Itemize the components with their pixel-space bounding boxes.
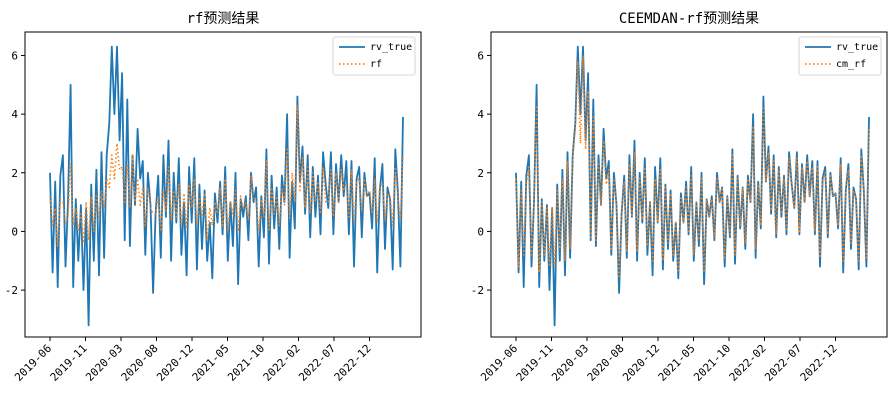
x-tick-label: 2020-12 (620, 342, 662, 384)
series-line-cm-rf (515, 54, 870, 280)
x-tick-label: 2022-02 (727, 342, 769, 384)
legend-rf: rv_true rf (332, 36, 416, 76)
series-line-rf (49, 104, 404, 247)
x-tick-label: 2022-07 (762, 342, 804, 384)
y-ticks-rf: -2 0 2 4 6 (5, 49, 25, 297)
y-tick-label: 6 (477, 49, 484, 62)
x-tick-label: 2021-05 (190, 342, 232, 384)
x-tick-label: 2019-11 (514, 342, 556, 384)
y-tick-label: 0 (11, 225, 18, 238)
y-tick-label: -2 (5, 284, 18, 297)
legend-label-cm-rf-ceemdan: cm_rf (836, 59, 866, 70)
y-tick-label: 4 (477, 108, 484, 121)
x-tick-label: 2020-12 (154, 342, 196, 384)
chart-title-ceemdan: CEEMDAN-rf预测结果 (619, 11, 759, 27)
x-tick-label: 2019-11 (48, 342, 90, 384)
y-tick-label: 4 (11, 108, 18, 121)
x-tick-label: 2019-06 (12, 342, 54, 384)
y-ticks-ceemdan: -2 0 2 4 6 (471, 49, 491, 297)
chart-title-rf: rf预测结果 (187, 11, 260, 27)
series-lines-rf (49, 45, 404, 327)
x-tick-label: 2020-03 (83, 342, 125, 384)
series-lines-ceemdan (515, 45, 870, 327)
x-ticks-rf: 2019-062019-112020-032020-082020-122021-… (12, 337, 374, 384)
x-tick-label: 2022-07 (296, 342, 338, 384)
x-ticks-ceemdan: 2019-062019-112020-032020-082020-122021-… (478, 337, 840, 384)
y-tick-label: 6 (11, 49, 18, 62)
legend-ceemdan: rv_true cm_rf (798, 36, 882, 76)
y-tick-label: 0 (477, 225, 484, 238)
plot-area-rf (24, 31, 422, 338)
y-tick-label: 2 (11, 167, 18, 180)
legend-label-rv-true-ceemdan: rv_true (836, 42, 878, 53)
x-tick-label: 2020-08 (585, 342, 627, 384)
legend-label-rf-rf: rf (370, 59, 382, 70)
plot-area-ceemdan (490, 31, 888, 338)
x-tick-label: 2020-08 (119, 342, 161, 384)
series-line-rv-true (49, 45, 404, 327)
x-tick-label: 2021-05 (656, 342, 698, 384)
x-tick-label: 2022-02 (261, 342, 303, 384)
legend-label-rv-true-rf: rv_true (370, 42, 412, 53)
y-tick-label: 2 (477, 167, 484, 180)
x-tick-label: 2022-12 (332, 342, 374, 384)
y-tick-label: -2 (471, 284, 484, 297)
x-tick-label: 2021-10 (691, 342, 733, 384)
x-tick-label: 2019-06 (478, 342, 520, 384)
x-tick-label: 2020-03 (549, 342, 591, 384)
x-tick-label: 2022-12 (798, 342, 840, 384)
x-tick-label: 2021-10 (225, 342, 267, 384)
